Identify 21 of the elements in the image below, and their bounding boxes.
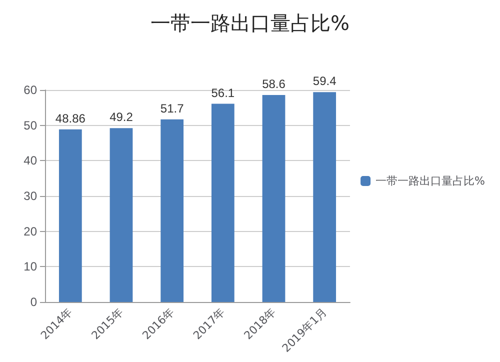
legend-label: 一带一路出口量占比% <box>376 174 485 188</box>
data-label: 48.86 <box>55 111 86 126</box>
bar <box>313 92 336 302</box>
data-label: 58.6 <box>262 76 286 91</box>
y-tick-label: 20 <box>24 224 38 238</box>
y-tick-label: 10 <box>24 260 38 274</box>
bar <box>58 129 82 302</box>
data-label: 56.1 <box>211 86 235 100</box>
chart-title: 一带一路出口量占比% <box>150 11 350 35</box>
data-label: 59.4 <box>312 74 337 88</box>
bar <box>262 94 286 302</box>
y-tick-label: 30 <box>24 189 38 203</box>
data-label: 51.7 <box>160 101 184 116</box>
y-tick-label: 60 <box>24 83 38 97</box>
y-tick-label: 40 <box>24 154 38 168</box>
bar <box>211 104 234 302</box>
bar <box>110 128 133 302</box>
y-tick-label: 0 <box>30 295 38 309</box>
y-tick-label: 50 <box>24 118 38 132</box>
data-label: 49.2 <box>110 110 134 124</box>
bar <box>160 119 184 302</box>
